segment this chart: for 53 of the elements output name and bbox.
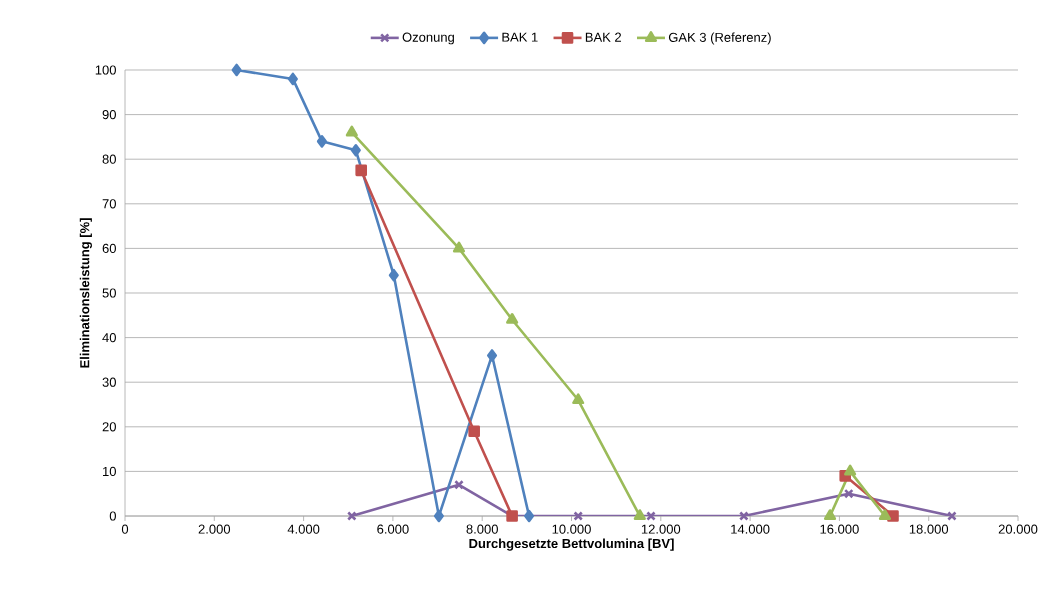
y-tick-label: 80 [102,154,116,164]
x-tick-label: 0 [121,524,129,534]
x-axis-title: Durchgesetzte Bettvolumina [BV] [469,538,674,551]
x-tick-label: 10.000 [552,524,591,534]
legend-label: BAK 2 [585,32,622,42]
y-tick-label: 0 [109,511,116,521]
x-tick-label: 6.000 [377,524,409,534]
y-tick-label: 70 [102,199,116,209]
point [844,464,857,476]
point [433,509,444,523]
x-tick-label: 16.000 [820,524,859,534]
legend-label: BAK 1 [502,32,538,42]
point [739,511,749,521]
y-tick-label: 90 [102,109,116,120]
point [646,511,656,521]
legend-label: Ozonung [402,32,454,45]
point [486,349,498,362]
y-tick-label: 20 [102,422,116,432]
point [823,509,837,521]
point [350,143,361,157]
point [346,511,357,521]
x-tick-label: 8.000 [466,524,498,534]
point [573,511,584,521]
point [287,72,298,86]
y-tick-label: 50 [102,288,116,298]
point [468,425,480,438]
point [947,511,957,521]
y-axis-title: Eliminationsleistung [%] [79,218,92,368]
point [454,479,464,490]
point [878,509,892,521]
point [633,509,646,521]
point [388,268,399,282]
point [843,488,854,499]
x-tick-label: 12.000 [641,524,681,534]
point [355,164,367,177]
x-tick-label: 2.000 [198,524,231,534]
x-tick-label: 4.000 [287,524,320,534]
x-tick-label: 20.000 [998,524,1038,534]
point [345,125,358,137]
y-tick-label: 40 [102,332,116,343]
point [524,509,535,523]
point [572,393,585,405]
y-tick-label: 10 [103,466,116,476]
point [506,312,519,324]
y-tick-label: 30 [102,377,116,387]
x-tick-label: 14.000 [731,524,770,534]
y-tick-label: 100 [95,65,116,75]
x-tick-label: 18.000 [909,524,949,534]
legend-label: GAK 3 (Referenz) [668,32,771,45]
point [452,241,466,253]
point [316,135,327,148]
point [231,63,242,77]
y-tick-label: 60 [102,243,116,253]
